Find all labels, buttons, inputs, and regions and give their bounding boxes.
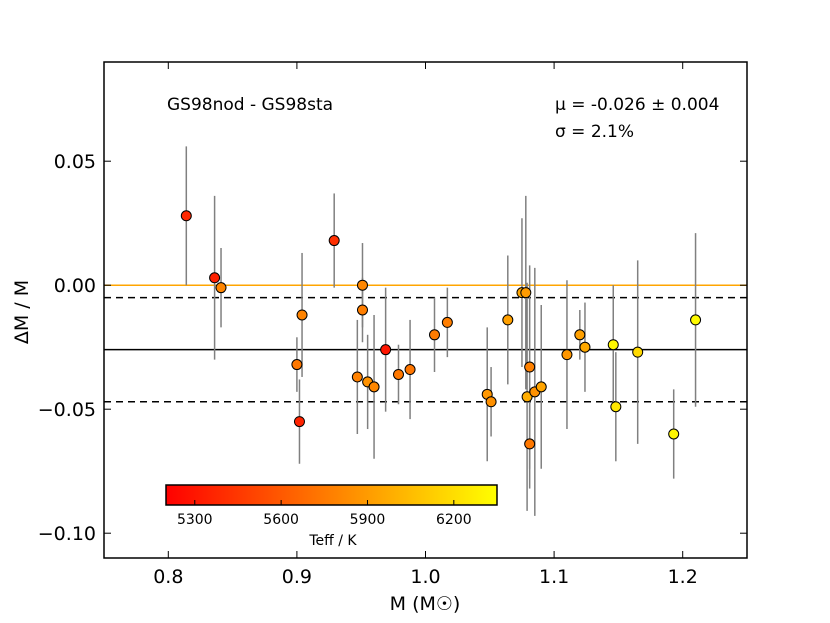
data-point bbox=[291, 359, 303, 371]
data-point bbox=[215, 282, 227, 294]
data-point bbox=[296, 309, 308, 321]
data-point bbox=[356, 279, 368, 291]
data-point bbox=[485, 396, 497, 408]
y-tick-label: 0.05 bbox=[54, 151, 96, 173]
data-point bbox=[524, 361, 536, 373]
colorbar: 5300 5600 5900 6200 Teff / K bbox=[165, 484, 498, 549]
data-point bbox=[380, 344, 392, 356]
data-point bbox=[579, 341, 591, 353]
x-tick-label: 1.0 bbox=[410, 566, 440, 588]
colorbar-gradient bbox=[165, 484, 498, 506]
x-tick-label: 1.1 bbox=[539, 566, 569, 588]
data-point bbox=[351, 371, 363, 383]
y-tick-label: 0.00 bbox=[54, 275, 96, 297]
data-point bbox=[524, 438, 536, 450]
data-point bbox=[180, 210, 192, 222]
y-tick-label: −0.05 bbox=[38, 399, 96, 421]
data-point bbox=[502, 314, 514, 326]
data-point bbox=[607, 339, 619, 351]
data-point bbox=[521, 391, 533, 403]
data-point bbox=[356, 304, 368, 316]
data-point bbox=[328, 235, 340, 247]
colorbar-tick-label: 5300 bbox=[177, 512, 213, 528]
data-point bbox=[535, 381, 547, 393]
data-point bbox=[209, 272, 221, 284]
plot-background bbox=[104, 62, 747, 558]
sigma-annotation: σ = 2.1% bbox=[555, 122, 634, 142]
chart-title: GS98nod - GS98sta bbox=[167, 95, 333, 115]
data-point bbox=[561, 349, 573, 361]
data-point bbox=[610, 401, 622, 413]
data-point bbox=[404, 364, 416, 376]
y-axis-label: ΔM / M bbox=[11, 280, 33, 344]
data-point bbox=[520, 287, 532, 299]
data-point bbox=[429, 329, 441, 341]
colorbar-label: Teff / K bbox=[308, 533, 357, 549]
data-point bbox=[574, 329, 586, 341]
data-point bbox=[632, 346, 644, 358]
data-point bbox=[392, 368, 404, 380]
x-tick-label: 1.2 bbox=[668, 566, 698, 588]
colorbar-tick-label: 6200 bbox=[436, 512, 472, 528]
data-point bbox=[441, 316, 453, 328]
mean-annotation: μ = -0.026 ± 0.004 bbox=[555, 95, 719, 115]
x-axis-label: M (M☉) bbox=[390, 593, 461, 615]
y-tick-label: −0.10 bbox=[38, 523, 96, 545]
colorbar-tick-label: 5600 bbox=[263, 512, 299, 528]
x-tick-label: 0.8 bbox=[153, 566, 183, 588]
data-point bbox=[690, 314, 702, 326]
data-point bbox=[668, 428, 680, 440]
colorbar-tick-label: 5900 bbox=[350, 512, 386, 528]
x-tick-label: 0.9 bbox=[282, 566, 312, 588]
data-point bbox=[368, 381, 380, 393]
data-point bbox=[293, 416, 305, 428]
